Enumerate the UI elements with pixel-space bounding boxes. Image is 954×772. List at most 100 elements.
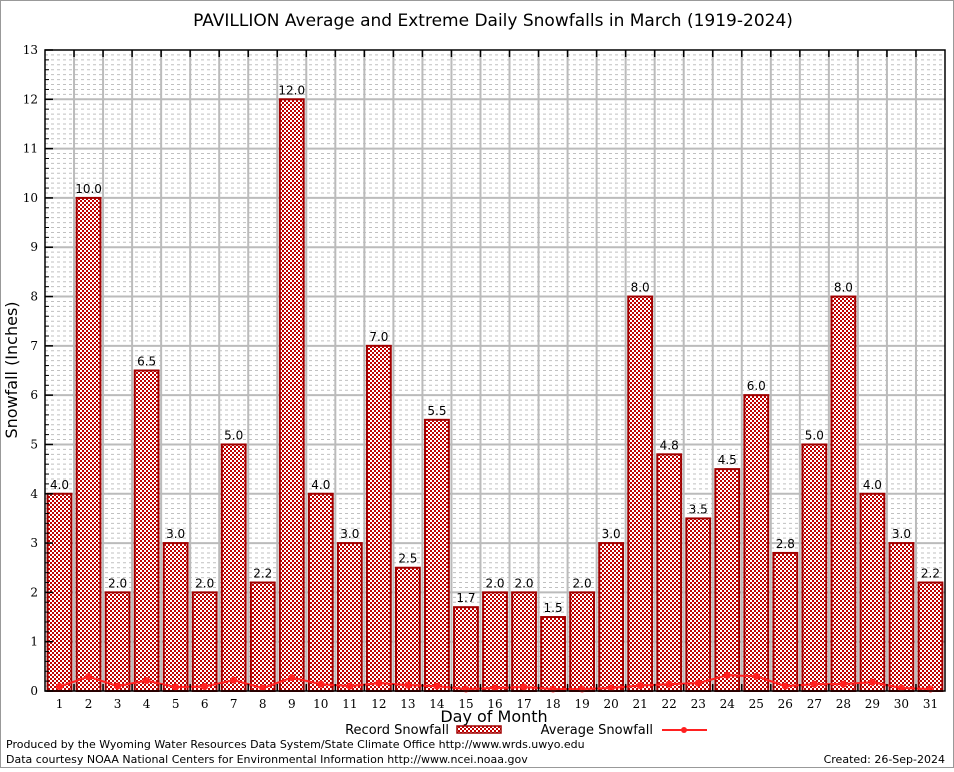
y-tick-label: 0 — [30, 684, 38, 698]
record-bar — [162, 542, 189, 692]
bar-value-label: 6.5 — [137, 355, 156, 369]
x-tick-label: 31 — [923, 697, 938, 711]
bar-value-label: 5.5 — [427, 404, 446, 418]
x-tick-label: 2 — [85, 697, 93, 711]
bar-value-label: 2.0 — [514, 576, 533, 590]
average-point — [868, 678, 876, 686]
average-point — [665, 680, 673, 688]
x-tick-label: 26 — [778, 697, 793, 711]
x-tick-label: 28 — [836, 697, 851, 711]
bar-value-label: 4.0 — [863, 478, 882, 492]
record-bar — [133, 369, 160, 692]
bar-value-label: 2.2 — [253, 567, 272, 581]
record-bar — [714, 468, 741, 692]
x-tick-label: 11 — [342, 697, 357, 711]
legend: Record Snowfall Average Snowfall — [345, 723, 707, 738]
x-tick-label: 27 — [807, 697, 822, 711]
average-point — [172, 683, 180, 691]
record-bar — [482, 591, 508, 693]
y-tick-label: 11 — [23, 142, 38, 156]
bar-value-label: 2.8 — [776, 537, 795, 551]
bar-value-label: 6.0 — [747, 379, 766, 393]
bar-value-label: 4.0 — [50, 478, 69, 492]
x-tick-label: 18 — [545, 697, 560, 711]
legend-record-swatch — [456, 725, 502, 734]
average-point — [752, 672, 760, 680]
record-bar — [888, 542, 915, 692]
average-point — [85, 673, 93, 681]
y-tick-label: 6 — [30, 388, 38, 402]
average-point — [433, 682, 441, 690]
record-bar — [365, 344, 392, 692]
x-tick-label: 23 — [691, 697, 706, 711]
record-bar — [453, 606, 479, 693]
x-tick-label: 15 — [458, 697, 473, 711]
average-point — [491, 684, 499, 692]
bar-value-label: 3.0 — [602, 527, 621, 541]
record-bar — [772, 551, 799, 693]
average-point — [201, 683, 209, 691]
record-bar — [249, 581, 276, 692]
x-tick-label: 8 — [259, 697, 267, 711]
legend-average-label: Average Snowfall — [541, 723, 653, 738]
bar-value-label: 2.0 — [108, 576, 127, 590]
x-tick-label: 30 — [894, 697, 909, 711]
record-bar — [656, 453, 683, 693]
record-bar — [830, 295, 857, 692]
y-tick-label: 5 — [30, 437, 38, 451]
x-tick-label: 20 — [603, 697, 618, 711]
average-point — [375, 679, 383, 687]
bar-value-label: 3.0 — [340, 527, 359, 541]
record-bar — [511, 591, 537, 693]
average-point — [839, 680, 847, 688]
bar-value-label: 2.5 — [398, 552, 417, 566]
record-bar — [424, 418, 450, 692]
average-point — [56, 683, 64, 691]
bar-value-label: 1.7 — [456, 591, 475, 605]
record-bar — [598, 542, 625, 692]
y-tick-label: 1 — [30, 635, 38, 649]
average-point — [288, 674, 296, 682]
average-point — [781, 682, 789, 690]
x-axis-label: Day of Month — [440, 707, 547, 726]
bar-value-label: 8.0 — [834, 281, 853, 295]
x-tick-label: 3 — [114, 697, 122, 711]
y-tick-label: 7 — [30, 339, 38, 353]
record-bar — [220, 443, 247, 693]
average-point — [230, 676, 238, 684]
bar-value-label: 3.0 — [892, 527, 911, 541]
record-bar — [627, 295, 654, 692]
record-bar — [191, 591, 218, 693]
record-bar — [278, 98, 305, 693]
bar-value-label: 4.5 — [718, 453, 737, 467]
x-tick-label: 4 — [143, 697, 151, 711]
y-axis-label: Snowfall (Inches) — [2, 301, 21, 438]
bar-value-label: 3.0 — [166, 527, 185, 541]
x-tick-label: 21 — [633, 697, 648, 711]
bar-value-label: 2.0 — [195, 576, 214, 590]
average-point — [636, 682, 644, 690]
bar-value-label: 5.0 — [805, 428, 824, 442]
record-bar — [685, 517, 712, 693]
x-tick-label: 5 — [172, 697, 180, 711]
y-tick-label: 3 — [30, 536, 38, 550]
y-tick-label: 12 — [23, 92, 38, 106]
x-tick-label: 24 — [720, 697, 736, 711]
record-bar — [104, 591, 131, 693]
x-tick-label: 9 — [288, 697, 296, 711]
x-tick-label: 1 — [56, 697, 64, 711]
record-bar — [917, 581, 944, 692]
bar-value-label: 10.0 — [75, 182, 102, 196]
y-tick-label: 4 — [30, 487, 38, 501]
x-tick-label: 16 — [487, 697, 502, 711]
chart-title: PAVILLION Average and Extreme Daily Snow… — [193, 11, 793, 31]
footer-line2: Data courtesy NOAA National Centers for … — [6, 753, 528, 766]
record-bar — [307, 492, 334, 692]
y-tick-label: 2 — [30, 585, 38, 599]
x-tick-label: 19 — [574, 697, 589, 711]
bar-value-label: 1.5 — [544, 601, 563, 615]
x-tick-label: 12 — [371, 697, 386, 711]
bar-value-label: 2.0 — [573, 576, 592, 590]
